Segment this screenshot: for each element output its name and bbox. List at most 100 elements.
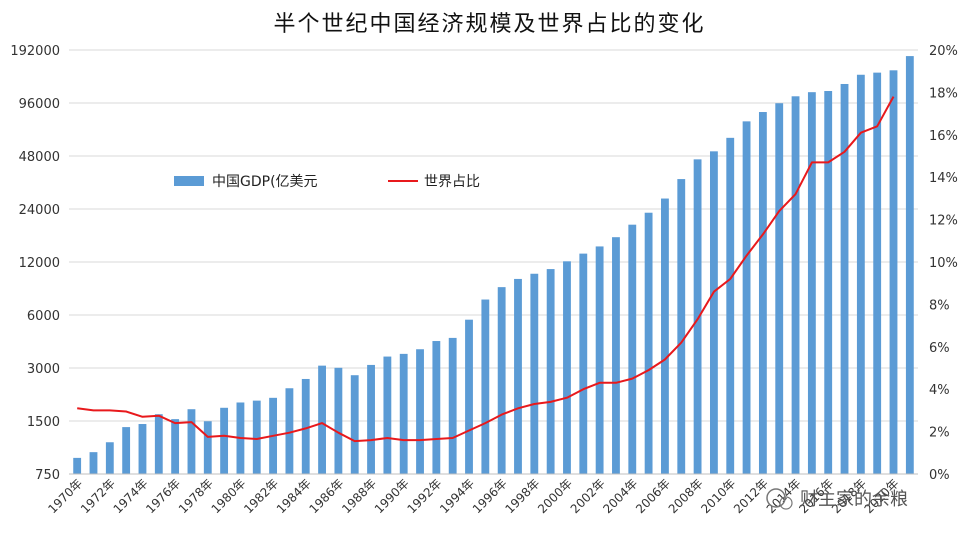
gdp-bar [187, 409, 196, 474]
gridlines [69, 49, 918, 475]
x-tick-label: 1980年 [209, 476, 249, 516]
x-tick-label: 1984年 [274, 476, 314, 516]
x-tick-label: 1996年 [470, 476, 510, 516]
y-right-tick-label: 16% [929, 129, 958, 144]
gdp-bar [873, 72, 882, 475]
share-line-layer [77, 96, 895, 443]
gdp-bar [595, 246, 604, 474]
gdp-bar [89, 452, 98, 474]
gdp-bar [726, 137, 735, 474]
x-tick-label: 2006年 [633, 476, 673, 516]
x-tick-label: 2004年 [600, 476, 640, 516]
y-right-tick-label: 0% [929, 468, 950, 483]
x-tick-label: 2012年 [731, 476, 771, 516]
y-left-tick-label: 6000 [27, 309, 60, 324]
gdp-bar [791, 96, 800, 474]
gdp-bar [579, 253, 588, 474]
gdp-bar [530, 273, 539, 474]
x-tick-label: 1974年 [111, 476, 151, 516]
x-tick-label: 1988年 [339, 476, 379, 516]
gdp-bar [563, 261, 571, 474]
gdp-bar [432, 341, 441, 474]
y-right-tick-label: 6% [929, 341, 950, 356]
gdp-bar [709, 151, 718, 475]
gdp-bar [367, 364, 375, 474]
gdp-bar [318, 365, 326, 474]
y-right-tick-label: 8% [929, 298, 950, 313]
y-left-tick-label: 48000 [19, 150, 60, 165]
gdp-bar [481, 299, 490, 474]
gdp-bar [220, 407, 229, 474]
gdp-bar [661, 198, 669, 475]
chart-title: 半个世纪中国经济规模及世界占比的变化 [273, 12, 706, 37]
gdp-bar [73, 457, 82, 474]
x-tick-label: 1982年 [241, 476, 281, 516]
gdp-bar [546, 269, 555, 474]
gdp-bar [154, 414, 163, 474]
gdp-bar [905, 56, 914, 475]
x-tick-label: 1976年 [143, 476, 183, 516]
x-tick-label: 1986年 [307, 476, 347, 516]
gdp-bar [628, 224, 637, 474]
y-axis-right: 0% 2% 4% 6% 8% 10% 12% 14% 16% 18% 20% [929, 44, 958, 483]
legend: 中国GDP(亿美元 世界占比 [174, 174, 480, 190]
y-right-tick-label: 12% [929, 214, 958, 229]
gdp-bar [122, 427, 131, 474]
gdp-bar [856, 74, 865, 475]
gdp-bar [383, 356, 392, 474]
x-tick-label: 2008年 [666, 476, 706, 516]
y-left-tick-label: 3000 [27, 362, 60, 377]
watermark-text: 财主家的余粮 [800, 489, 908, 510]
x-axis: 1970年1972年1974年1976年1978年1980年1982年1984年… [45, 473, 918, 516]
legend-bar-swatch [174, 176, 204, 186]
gdp-bar [203, 421, 212, 474]
gdp-bar [416, 349, 424, 474]
gdp-bar [465, 319, 473, 474]
legend-bar-label: 中国GDP(亿美元 [212, 174, 318, 190]
y-right-tick-label: 2% [929, 426, 950, 441]
y-axis-left: 750 1500 3000 6000 12000 24000 48000 96000 19200… [10, 44, 60, 483]
y-left-tick-label: 192000 [10, 44, 60, 59]
legend-line-label: 世界占比 [424, 174, 480, 190]
gdp-bar [138, 424, 147, 474]
x-tick-label: 2014年 [764, 476, 804, 516]
x-tick-label: 1998年 [502, 476, 542, 516]
gdp-bar [334, 367, 343, 474]
x-tick-label: 1990年 [372, 476, 412, 516]
gdp-bar [677, 179, 686, 475]
x-tick-label: 2002年 [568, 476, 608, 516]
gdp-bar [252, 400, 261, 474]
wechat-icon-inner [779, 496, 793, 510]
gdp-bar [105, 442, 114, 474]
y-left-tick-label: 96000 [19, 97, 60, 112]
gdp-bar [301, 378, 310, 474]
x-tick-label: 1978年 [176, 476, 216, 516]
x-tick-label: 1972年 [78, 476, 118, 516]
gdp-bar [399, 353, 408, 474]
gdp-bar [840, 83, 849, 474]
watermark: 财主家的余粮 [766, 488, 908, 510]
gdp-bars [73, 56, 914, 475]
gdp-bar [285, 388, 294, 474]
x-tick-label: 1994年 [437, 476, 477, 516]
y-right-tick-label: 18% [929, 86, 958, 101]
y-right-tick-label: 4% [929, 383, 950, 398]
y-left-tick-label: 24000 [19, 203, 60, 218]
share-line [77, 96, 895, 443]
wechat-icon [766, 488, 786, 508]
gdp-bar [350, 375, 359, 474]
y-right-tick-label: 14% [929, 171, 958, 186]
gdp-bar [514, 278, 522, 474]
gdp-bar [693, 159, 702, 474]
x-tick-label: 2000年 [535, 476, 575, 516]
y-left-tick-label: 1500 [27, 415, 60, 430]
x-tick-label: 1992年 [404, 476, 444, 516]
gdp-bar [775, 103, 784, 474]
gdp-bar [644, 212, 653, 475]
x-tick-label: 2010年 [698, 476, 738, 516]
y-left-tick-label: 12000 [19, 256, 60, 271]
gdp-bar [171, 419, 180, 474]
gdp-bar [612, 237, 620, 474]
y-right-tick-label: 20% [929, 44, 958, 59]
